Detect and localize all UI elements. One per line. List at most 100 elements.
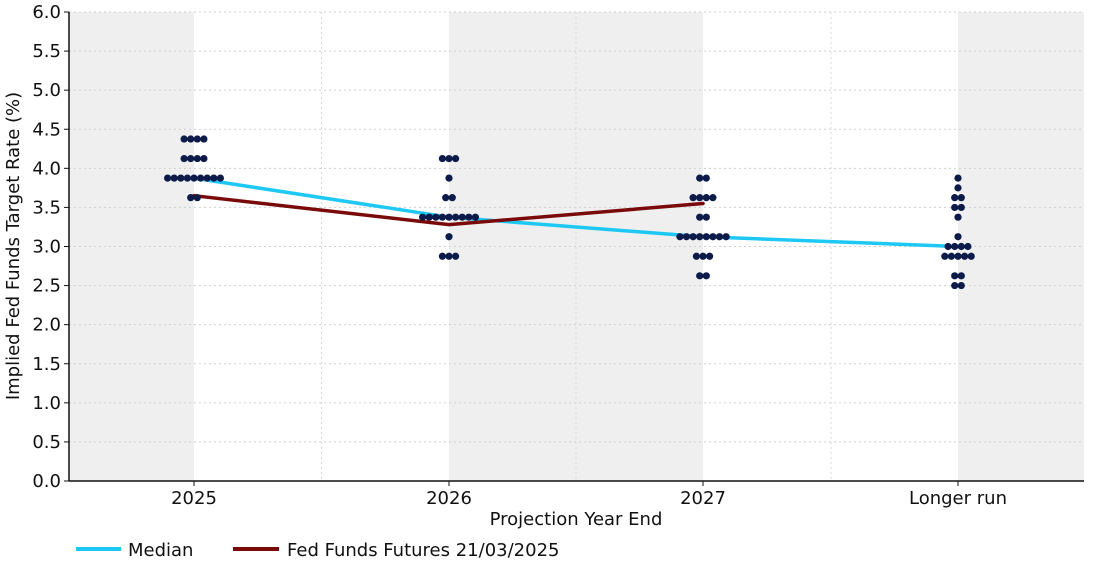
series-line-futures xyxy=(192,193,705,227)
participant-dot xyxy=(197,174,205,182)
participant-dot xyxy=(696,174,704,182)
y-tick-label: 2.5 xyxy=(32,276,61,297)
participant-dot xyxy=(964,242,972,251)
participant-dot xyxy=(445,213,453,221)
participant-dot xyxy=(425,213,433,221)
y-tick-label: 0.5 xyxy=(32,432,61,453)
x-axis-title: Projection Year End xyxy=(490,509,663,530)
series-line-median xyxy=(192,176,960,249)
participant-dot xyxy=(696,213,704,221)
participant-dot xyxy=(957,194,965,202)
participant-dot xyxy=(438,252,446,260)
y-tick-label: 4.5 xyxy=(32,119,61,140)
participant-dot xyxy=(689,233,697,241)
participant-dot xyxy=(954,213,962,221)
participant-dot xyxy=(954,233,962,241)
participant-dot xyxy=(957,242,965,251)
y-tick-label: 1.5 xyxy=(32,354,61,375)
x-tick-labels: 2025 2026 2027 Longer run xyxy=(171,481,1007,509)
participant-dot xyxy=(957,272,965,280)
participant-dot xyxy=(438,213,446,221)
participant-dot xyxy=(187,135,195,143)
participant-dot xyxy=(445,252,453,260)
participant-dot xyxy=(709,194,717,202)
participant-dot xyxy=(702,194,710,202)
participant-dot xyxy=(961,252,969,260)
participant-dot xyxy=(200,154,208,163)
participant-dot xyxy=(164,174,172,182)
participant-dot xyxy=(200,135,208,143)
participant-dot xyxy=(193,194,201,202)
participant-dot xyxy=(471,213,479,221)
participant-dot xyxy=(419,213,427,221)
participant-dot xyxy=(957,281,965,290)
y-tick-label: 6.0 xyxy=(32,2,61,23)
participant-dot xyxy=(957,203,965,212)
participant-dot xyxy=(702,213,710,221)
participant-dot xyxy=(699,252,707,260)
participant-dot xyxy=(951,203,959,212)
participant-dot xyxy=(438,154,446,163)
participant-dot xyxy=(193,135,201,143)
participant-dot xyxy=(170,174,178,182)
participant-dot xyxy=(180,135,188,143)
y-axis-title: Implied Fed Funds Target Rate (%) xyxy=(3,92,24,400)
x-tick-label: 2025 xyxy=(171,488,217,509)
participant-dot xyxy=(947,252,956,260)
participant-dot xyxy=(954,174,962,182)
participant-dot xyxy=(445,233,453,241)
participant-dot xyxy=(722,233,730,241)
x-tick-label: 2027 xyxy=(680,488,726,509)
participant-dot xyxy=(452,213,460,221)
participant-dot xyxy=(187,154,195,163)
legend-label-median: Median xyxy=(128,540,193,559)
x-tick-label: 2026 xyxy=(426,488,472,509)
participant-dot xyxy=(448,194,456,202)
participant-dot xyxy=(432,213,440,221)
y-tick-label: 3.0 xyxy=(32,237,61,258)
series-lines xyxy=(192,176,960,249)
participant-dot xyxy=(210,174,218,182)
legend-item-median[interactable]: Median xyxy=(76,540,193,561)
participant-dot xyxy=(951,281,959,290)
participant-dot xyxy=(442,194,450,202)
participant-dot xyxy=(702,233,710,241)
participant-dots xyxy=(164,135,975,290)
participant-dot xyxy=(452,252,460,260)
participant-dot xyxy=(954,184,962,192)
x-tick-label: Longer run xyxy=(909,488,1007,509)
participant-dot xyxy=(696,194,704,202)
participant-dot xyxy=(951,242,959,251)
participant-dot xyxy=(941,252,949,260)
participant-dot xyxy=(702,174,710,182)
participant-dot xyxy=(715,233,724,241)
participant-dot xyxy=(216,174,224,182)
legend-item-futures[interactable]: Fed Funds Futures 21/03/2025 xyxy=(233,540,559,561)
participant-dot xyxy=(702,272,710,280)
participant-dot xyxy=(951,194,959,202)
participant-dot xyxy=(183,174,191,182)
y-tick-label: 1.0 xyxy=(32,393,61,414)
participant-dot xyxy=(190,174,198,182)
participant-dot xyxy=(676,233,684,241)
y-tick-label: 2.0 xyxy=(32,315,61,336)
participant-dot xyxy=(696,272,704,280)
participant-dot xyxy=(709,233,717,241)
participant-dot xyxy=(951,272,959,280)
y-tick-label: 5.0 xyxy=(32,80,61,101)
participant-dot xyxy=(203,174,211,182)
participant-dot xyxy=(445,154,453,163)
participant-dot xyxy=(180,154,188,163)
participant-dot xyxy=(465,213,473,221)
participant-dot xyxy=(696,233,704,241)
participant-dot xyxy=(692,252,701,260)
participant-dot xyxy=(954,252,962,260)
y-tick-label: 0.0 xyxy=(32,471,61,492)
legend: Median Fed Funds Futures 21/03/2025 xyxy=(76,540,559,561)
y-tick-label: 5.5 xyxy=(32,41,61,62)
participant-dot xyxy=(967,252,975,260)
participant-dot xyxy=(689,194,697,202)
participant-dot xyxy=(944,242,952,251)
